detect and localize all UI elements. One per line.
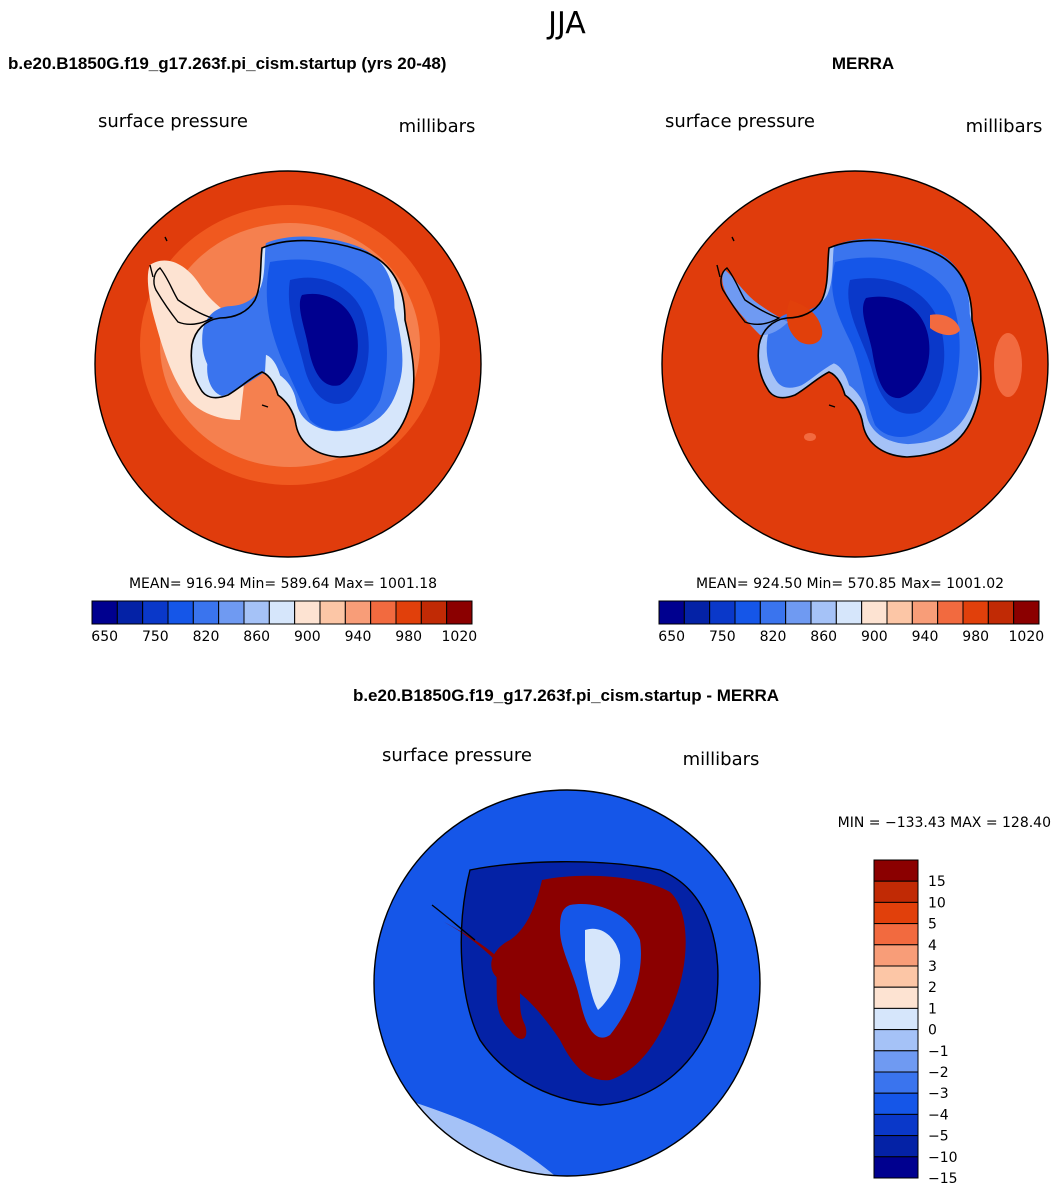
- panel3-colorbar-tick-label: 15: [928, 874, 946, 890]
- panel2-colorbar-swatch-14: [1014, 601, 1039, 624]
- panel2-colorbar-swatch-9: [887, 601, 912, 624]
- panel1-colorbar-tick-label: 750: [142, 629, 169, 645]
- panel3-stats: MIN = −133.43 MAX = 128.40: [838, 815, 1051, 831]
- panel1-colorbar: 650 750 820 860 900 940 980 1020: [91, 601, 477, 645]
- panel3-colorbar-tick-label: −4: [928, 1107, 949, 1123]
- panel3-colorbar-tick-label: 1: [928, 1001, 937, 1017]
- panel3-pos-diff-sw2: [370, 1145, 475, 1185]
- panel3-colorbar-tick-label: 3: [928, 959, 937, 975]
- panel2-colorbar-swatch-8: [862, 601, 887, 624]
- panel2-units: millibars: [966, 116, 1043, 137]
- panel3-colorbar-swatch-13: [874, 1136, 918, 1157]
- panel3-colorbar-tick-label: 10: [928, 895, 946, 911]
- panel3-colorbar-swatch-9: [874, 1051, 918, 1072]
- panel1-colorbar-swatch-9: [320, 601, 345, 624]
- panel1-colorbar-swatch-6: [244, 601, 269, 624]
- panel3-colorbar-tick-label: −2: [928, 1065, 949, 1081]
- panel2-colorbar: 650 750 820 860 900 940 980 1020: [658, 601, 1044, 645]
- panel3-colorbar-tick-label: −10: [928, 1150, 958, 1166]
- panel2-map: [655, 170, 1055, 570]
- panel3-colorbar-tick-label: 0: [928, 1023, 937, 1039]
- panel3-colorbar-swatch-2: [874, 902, 918, 923]
- panel3-colorbar-swatch-10: [874, 1072, 918, 1093]
- season-title: JJA: [546, 6, 586, 41]
- panel3-colorbar-tick-label: 5: [928, 917, 937, 933]
- panel2-colorbar-swatch-3: [735, 601, 760, 624]
- panel3-colorbar-tick-label: 2: [928, 980, 937, 996]
- panel2-variable: surface pressure: [665, 111, 815, 132]
- panel1-units: millibars: [399, 116, 476, 137]
- panel1-colorbar-swatch-11: [371, 601, 396, 624]
- panel2-colorbar-swatch-13: [988, 601, 1013, 624]
- panel1-colorbar-swatch-8: [295, 601, 320, 624]
- panel3-colorbar-swatch-5: [874, 966, 918, 987]
- panel2-colorbar-swatch-0: [659, 601, 684, 624]
- panel2-colorbar-tick-label: 650: [658, 629, 685, 645]
- panel3-colorbar-swatch-8: [874, 1030, 918, 1051]
- panel1-colorbar-swatch-14: [447, 601, 472, 624]
- panel3-variable: surface pressure: [382, 745, 532, 766]
- panel1-colorbar-tick-label: 980: [395, 629, 422, 645]
- figure-canvas: JJA b.e20.B1850G.f19_g17.263f.pi_cism.st…: [0, 0, 1055, 1187]
- panel3-colorbar-swatch-12: [874, 1114, 918, 1135]
- panel3-colorbar-tick-label: −15: [928, 1171, 958, 1187]
- panel1-colorbar-swatch-5: [219, 601, 244, 624]
- panel2-colorbar-tick-label: 820: [760, 629, 787, 645]
- panel1-colorbar-tick-label: 650: [91, 629, 118, 645]
- panel3-title: b.e20.B1850G.f19_g17.263f.pi_cism.startu…: [353, 686, 779, 705]
- panel3-colorbar-swatch-6: [874, 987, 918, 1008]
- panel1-colorbar-tick-label: 900: [294, 629, 321, 645]
- panel3-colorbar-tick-label: −3: [928, 1086, 949, 1102]
- panel1-colorbar-swatch-13: [421, 601, 446, 624]
- panel3-colorbar-tick-label: −5: [928, 1129, 949, 1145]
- panel2-ocean-patch: [994, 333, 1022, 397]
- panel1-variable: surface pressure: [98, 111, 248, 132]
- panel2-colorbar-swatch-1: [684, 601, 709, 624]
- panel2-colorbar-swatch-7: [836, 601, 861, 624]
- panel1-colorbar-swatch-10: [345, 601, 370, 624]
- panel1-colorbar-swatch-1: [117, 601, 142, 624]
- panel3-colorbar-swatch-11: [874, 1093, 918, 1114]
- panel3-colorbar-swatch-3: [874, 924, 918, 945]
- panel2-colorbar-tick-label: 980: [962, 629, 989, 645]
- panel1-colorbar-tick-label: 860: [243, 629, 270, 645]
- panel1-colorbar-tick-label: 940: [345, 629, 372, 645]
- panel3-colorbar-swatch-4: [874, 945, 918, 966]
- panel1-colorbar-swatch-2: [143, 601, 168, 624]
- panel3-map: [370, 785, 770, 1185]
- panel2-colorbar-swatch-12: [963, 601, 988, 624]
- panel1-colorbar-swatch-3: [168, 601, 193, 624]
- panel2-colorbar-swatch-5: [786, 601, 811, 624]
- panel2-colorbar-swatch-2: [710, 601, 735, 624]
- panel1-colorbar-swatch-4: [193, 601, 218, 624]
- panel2-colorbar-swatch-11: [938, 601, 963, 624]
- panel3-colorbar-swatch-7: [874, 1008, 918, 1029]
- panel1-title: b.e20.B1850G.f19_g17.263f.pi_cism.startu…: [8, 54, 446, 73]
- panel2-colorbar-tick-label: 940: [912, 629, 939, 645]
- panel3-colorbar-tick-label: −1: [928, 1044, 949, 1060]
- panel3-colorbar-tick-label: 4: [928, 938, 937, 954]
- panel1-colorbar-swatch-12: [396, 601, 421, 624]
- panel2-colorbar-swatch-10: [912, 601, 937, 624]
- panel2-stats: MEAN= 924.50 Min= 570.85 Max= 1001.02: [696, 576, 1004, 592]
- panel1-colorbar-swatch-7: [269, 601, 294, 624]
- panel3-units: millibars: [683, 749, 760, 770]
- panel3-colorbar-swatch-14: [874, 1157, 918, 1178]
- panel2-ocean-dot: [804, 433, 816, 441]
- panel2-colorbar-swatch-4: [760, 601, 785, 624]
- panel1-colorbar-tick-label: 1020: [442, 629, 478, 645]
- panel1-colorbar-tick-label: 820: [193, 629, 220, 645]
- panel1-stats: MEAN= 916.94 Min= 589.64 Max= 1001.18: [129, 576, 437, 592]
- panel2-colorbar-tick-label: 900: [861, 629, 888, 645]
- panel2-colorbar-tick-label: 1020: [1009, 629, 1045, 645]
- panel1-colorbar-swatch-0: [92, 601, 117, 624]
- panel3-colorbar-swatch-1: [874, 881, 918, 902]
- figure: JJA b.e20.B1850G.f19_g17.263f.pi_cism.st…: [0, 0, 1055, 1187]
- panel3-colorbar-swatch-0: [874, 860, 918, 881]
- panel2-colorbar-tick-label: 860: [810, 629, 837, 645]
- panel2-title: MERRA: [832, 54, 894, 73]
- panel2-colorbar-tick-label: 750: [709, 629, 736, 645]
- panel2-colorbar-swatch-6: [811, 601, 836, 624]
